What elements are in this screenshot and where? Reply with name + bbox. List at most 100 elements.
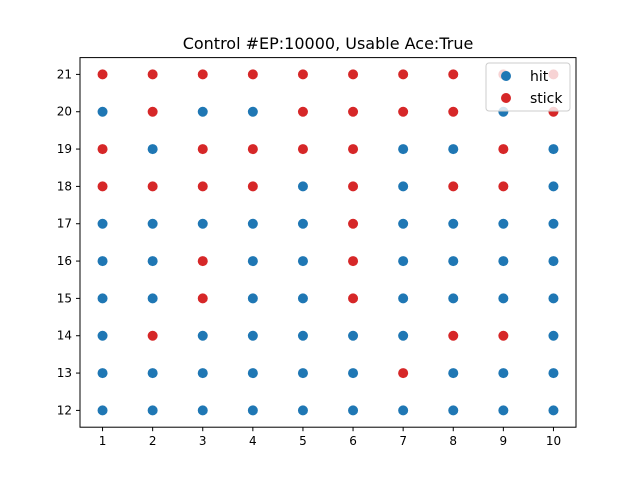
- point-stick: [147, 69, 158, 80]
- point-hit: [247, 330, 258, 341]
- point-hit: [297, 181, 308, 192]
- chart-title: Control #EP:10000, Usable Ace:True: [183, 34, 474, 53]
- y-tick-label: 19: [57, 142, 72, 156]
- point-stick: [97, 69, 108, 80]
- point-hit: [197, 106, 208, 117]
- y-tick-label: 20: [57, 105, 72, 119]
- point-stick: [398, 69, 409, 80]
- point-hit: [548, 405, 559, 416]
- x-tick-label: 4: [249, 434, 257, 448]
- point-hit: [247, 293, 258, 304]
- point-hit: [147, 144, 158, 155]
- y-tick-label: 16: [57, 254, 72, 268]
- point-hit: [97, 218, 108, 229]
- point-stick: [197, 69, 208, 80]
- x-tick-label: 5: [299, 434, 307, 448]
- point-hit: [197, 405, 208, 416]
- point-hit: [97, 405, 108, 416]
- point-hit: [297, 405, 308, 416]
- point-hit: [297, 293, 308, 304]
- point-stick: [297, 106, 308, 117]
- y-tick-label: 21: [57, 67, 72, 81]
- point-hit: [548, 293, 559, 304]
- point-stick: [147, 330, 158, 341]
- point-stick: [398, 368, 409, 379]
- point-stick: [297, 144, 308, 155]
- point-stick: [398, 106, 409, 117]
- point-hit: [97, 293, 108, 304]
- x-tick-label: 1: [99, 434, 107, 448]
- legend: hit stick: [485, 62, 571, 112]
- point-hit: [247, 368, 258, 379]
- point-stick: [348, 256, 359, 267]
- point-hit: [297, 368, 308, 379]
- point-stick: [197, 144, 208, 155]
- point-stick: [97, 144, 108, 155]
- point-hit: [97, 330, 108, 341]
- point-hit: [97, 368, 108, 379]
- point-hit: [297, 218, 308, 229]
- point-hit: [448, 405, 459, 416]
- point-stick: [297, 69, 308, 80]
- point-stick: [448, 69, 459, 80]
- legend-hit-marker: [501, 71, 511, 81]
- x-axis: 1 2 3 4 5 6 7 8 9 10: [99, 427, 561, 448]
- y-tick-label: 12: [57, 403, 72, 417]
- point-stick: [348, 293, 359, 304]
- point-hit: [498, 405, 509, 416]
- point-hit: [448, 293, 459, 304]
- point-hit: [147, 256, 158, 267]
- y-tick-label: 17: [57, 217, 72, 231]
- point-hit: [448, 368, 459, 379]
- point-stick: [147, 181, 158, 192]
- point-hit: [348, 405, 359, 416]
- point-stick: [348, 69, 359, 80]
- y-tick-label: 15: [57, 291, 72, 305]
- point-hit: [197, 368, 208, 379]
- point-stick: [348, 106, 359, 117]
- legend-stick-marker: [501, 93, 511, 103]
- x-tick-label: 8: [449, 434, 457, 448]
- point-hit: [548, 144, 559, 155]
- point-stick: [498, 330, 509, 341]
- point-hit: [348, 368, 359, 379]
- point-hit: [97, 106, 108, 117]
- point-hit: [498, 256, 509, 267]
- point-hit: [297, 330, 308, 341]
- point-hit: [548, 256, 559, 267]
- point-hit: [498, 368, 509, 379]
- point-stick: [498, 181, 509, 192]
- point-hit: [398, 330, 409, 341]
- point-stick: [448, 330, 459, 341]
- point-stick: [448, 181, 459, 192]
- point-stick: [498, 144, 509, 155]
- point-hit: [197, 330, 208, 341]
- point-stick: [348, 181, 359, 192]
- y-tick-label: 18: [57, 179, 72, 193]
- point-stick: [247, 69, 258, 80]
- point-hit: [398, 293, 409, 304]
- point-hit: [498, 293, 509, 304]
- point-hit: [448, 144, 459, 155]
- point-hit: [398, 181, 409, 192]
- point-hit: [247, 218, 258, 229]
- point-stick: [348, 144, 359, 155]
- x-tick-label: 7: [399, 434, 407, 448]
- point-stick: [448, 106, 459, 117]
- point-stick: [348, 218, 359, 229]
- axes-frame: [79, 57, 577, 428]
- point-stick: [97, 181, 108, 192]
- point-stick: [247, 181, 258, 192]
- y-tick-label: 14: [57, 329, 72, 343]
- point-stick: [197, 181, 208, 192]
- x-tick-label: 10: [546, 434, 561, 448]
- point-hit: [548, 218, 559, 229]
- x-tick-label: 6: [349, 434, 357, 448]
- point-stick: [197, 293, 208, 304]
- point-hit: [348, 330, 359, 341]
- legend-hit-label: hit: [530, 69, 549, 85]
- point-hit: [147, 368, 158, 379]
- y-tick-label: 13: [57, 366, 72, 380]
- point-hit: [197, 218, 208, 229]
- x-tick-label: 2: [149, 434, 157, 448]
